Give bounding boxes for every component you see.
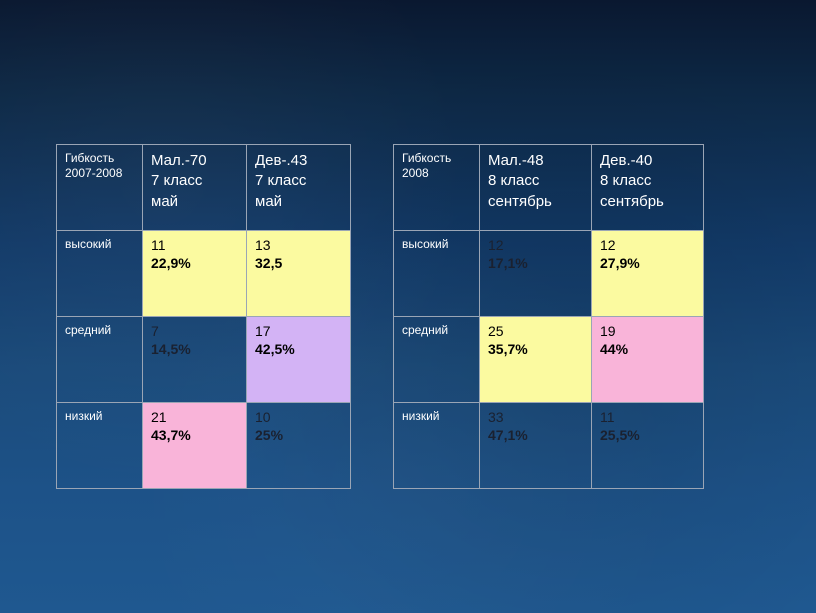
table-right-col1-header: Мал.-488 класссентябрь xyxy=(480,145,592,231)
data-cell: 33 47,1% xyxy=(480,403,592,489)
cell-percent: 25,5% xyxy=(600,427,695,445)
data-cell: 25 35,7% xyxy=(480,317,592,403)
table-left-col1-header: Мал.-707 классмай xyxy=(143,145,247,231)
row-label: низкий xyxy=(57,403,143,489)
table-left: Гибкость 2007-2008 Мал.-707 классмай Дев… xyxy=(56,144,351,489)
cell-number: 7 xyxy=(151,323,238,341)
data-cell: 13 32,5 xyxy=(247,231,351,317)
data-cell: 17 42,5% xyxy=(247,317,351,403)
row-label: высокий xyxy=(394,231,480,317)
table-right-title-text: Гибкость 2008 xyxy=(402,151,451,180)
cell-percent: 27,9% xyxy=(600,255,695,273)
cell-percent: 44% xyxy=(600,341,695,359)
cell-percent: 32,5 xyxy=(255,255,342,273)
data-cell: 19 44% xyxy=(592,317,704,403)
row-label: высокий xyxy=(57,231,143,317)
cell-percent: 43,7% xyxy=(151,427,238,445)
row-label: средний xyxy=(394,317,480,403)
cell-percent: 42,5% xyxy=(255,341,342,359)
cell-number: 33 xyxy=(488,409,583,427)
cell-percent: 25% xyxy=(255,427,342,445)
table-right: Гибкость 2008 Мал.-488 класссентябрь Дев… xyxy=(393,144,704,489)
data-cell: 10 25% xyxy=(247,403,351,489)
cell-number: 12 xyxy=(600,237,695,255)
cell-number: 11 xyxy=(600,409,695,427)
table-row: средний 25 35,7% 19 44% xyxy=(394,317,704,403)
table-row: низкий 33 47,1% 11 25,5% xyxy=(394,403,704,489)
cell-percent: 14,5% xyxy=(151,341,238,359)
table-row: высокий 12 17,1% 12 27,9% xyxy=(394,231,704,317)
data-cell: 12 17,1% xyxy=(480,231,592,317)
table-left-title: Гибкость 2007-2008 xyxy=(57,145,143,231)
data-cell: 7 14,5% xyxy=(143,317,247,403)
col-header-text: Мал.-707 классмай xyxy=(151,152,207,210)
table-row: средний 7 14,5% 17 42,5% xyxy=(57,317,351,403)
cell-number: 19 xyxy=(600,323,695,341)
cell-number: 25 xyxy=(488,323,583,341)
table-row: низкий 21 43,7% 10 25% xyxy=(57,403,351,489)
cell-percent: 22,9% xyxy=(151,255,238,273)
table-right-title: Гибкость 2008 xyxy=(394,145,480,231)
row-label: средний xyxy=(57,317,143,403)
data-cell: 11 22,9% xyxy=(143,231,247,317)
data-cell: 21 43,7% xyxy=(143,403,247,489)
row-label: низкий xyxy=(394,403,480,489)
cell-number: 10 xyxy=(255,409,342,427)
table-left-title-text: Гибкость 2007-2008 xyxy=(65,151,122,180)
col-header-text: Мал.-488 класссентябрь xyxy=(488,152,552,210)
table-right-col2-header: Дев.-408 класссентябрь xyxy=(592,145,704,231)
tables-container: Гибкость 2007-2008 Мал.-707 классмай Дев… xyxy=(56,144,704,489)
table-left-col2-header: Дев-.437 классмай xyxy=(247,145,351,231)
cell-number: 17 xyxy=(255,323,342,341)
data-cell: 12 27,9% xyxy=(592,231,704,317)
cell-number: 21 xyxy=(151,409,238,427)
cell-percent: 47,1% xyxy=(488,427,583,445)
cell-number: 11 xyxy=(151,237,238,255)
col-header-text: Дев-.437 классмай xyxy=(255,152,307,210)
cell-percent: 35,7% xyxy=(488,341,583,359)
cell-number: 13 xyxy=(255,237,342,255)
cell-number: 12 xyxy=(488,237,583,255)
col-header-text: Дев.-408 класссентябрь xyxy=(600,152,664,210)
data-cell: 11 25,5% xyxy=(592,403,704,489)
cell-percent: 17,1% xyxy=(488,255,583,273)
table-row: высокий 11 22,9% 13 32,5 xyxy=(57,231,351,317)
